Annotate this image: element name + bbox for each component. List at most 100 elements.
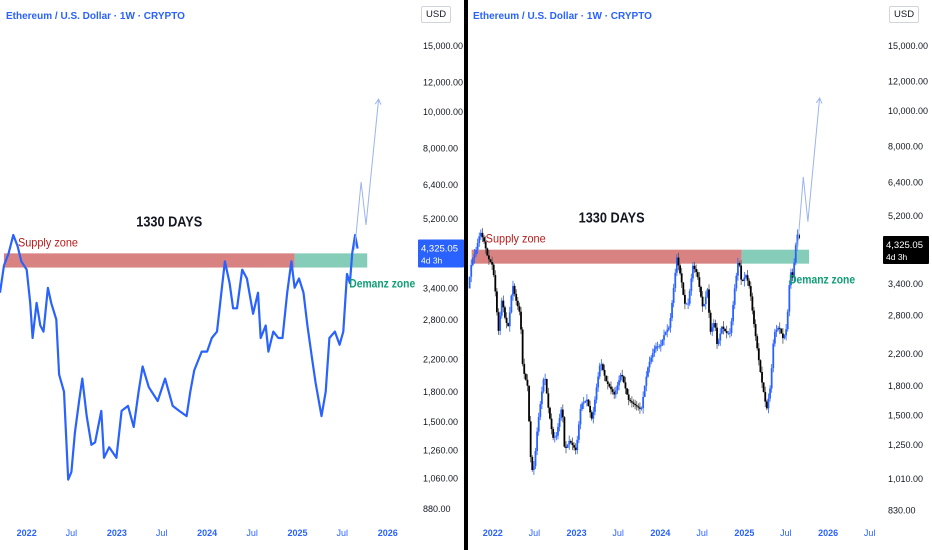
right-last-price-value: 4,325.05: [886, 240, 923, 251]
right-candle-body: [621, 375, 624, 377]
left-chart-panel[interactable]: 15,000.00 12,000.00 10,000.00 8,000.00 6,400…: [0, 0, 464, 550]
right-chart-title: Ethereum / U.S. Dollar · 1W · CRYPTO: [473, 11, 652, 22]
left-y-tick-label: 6,400.00: [423, 180, 458, 190]
right-candle-body: [704, 296, 707, 304]
right-candle-body: [679, 265, 681, 274]
right-candle-body: [651, 353, 654, 358]
right-candle-body: [515, 293, 518, 301]
right-candle-body: [761, 372, 763, 383]
right-candle-body: [684, 294, 686, 304]
left-y-tick-label: 5,200.00: [423, 214, 458, 224]
right-candle-body: [687, 303, 690, 305]
right-x-tick-label: 2025: [734, 528, 754, 538]
right-candle-body: [594, 399, 596, 412]
right-candle-body: [608, 383, 611, 387]
right-candle-body: [688, 291, 691, 304]
right-candle-body: [496, 291, 498, 313]
right-candle-body: [491, 262, 494, 265]
right-candle-body: [791, 272, 794, 278]
left-chart-svg[interactable]: 15,000.00 12,000.00 10,000.00 8,000.00 6,400…: [0, 0, 464, 550]
right-candle-body: [767, 398, 770, 409]
right-currency-button[interactable]: USD: [889, 6, 920, 23]
panel-divider[interactable]: [464, 0, 468, 550]
left-days-label: 1330 DAYS: [136, 213, 202, 230]
right-candle-body: [756, 336, 759, 349]
right-candle-body: [642, 396, 645, 409]
right-candle-body: [719, 333, 722, 341]
right-candle-body: [659, 344, 662, 347]
right-candle-body: [737, 262, 739, 276]
right-candle-body: [682, 282, 685, 295]
left-projection-arrowhead: [374, 98, 382, 105]
right-candle-body: [701, 296, 704, 307]
right-candle-body: [764, 392, 767, 402]
left-demand-zone: [294, 253, 368, 268]
right-candle-body: [732, 304, 735, 322]
right-x-tick-label: 2022: [483, 528, 503, 538]
right-x-tick-label: 2026: [818, 528, 838, 538]
right-candle-body: [794, 245, 797, 263]
right-candle-body: [790, 272, 792, 286]
left-x-tick-label: Jul: [66, 528, 78, 538]
left-demand-label: Demanz zone: [349, 277, 415, 291]
right-candle-body: [552, 429, 555, 438]
right-projection-arrowhead: [815, 97, 823, 104]
right-candle-body: [706, 289, 709, 297]
right-candle-body: [778, 327, 781, 329]
right-candle-body: [487, 255, 490, 260]
right-candle-body: [497, 312, 500, 331]
right-candle-body: [788, 285, 791, 312]
right-candle-body: [712, 323, 715, 328]
right-candle-body: [545, 379, 548, 394]
right-supply-label: Supply zone: [486, 232, 546, 246]
right-candle-body: [573, 445, 575, 448]
right-candle-body: [483, 237, 485, 242]
right-candle-body: [560, 409, 563, 419]
right-candle-body: [671, 303, 673, 319]
right-candle-body: [558, 418, 561, 427]
right-demand-label: Demanz zone: [789, 273, 855, 287]
right-candle-body: [627, 394, 630, 400]
right-chart-svg[interactable]: 15,000.00 12,000.00 10,000.00 8,000.00 6,400…: [468, 0, 932, 550]
left-currency-button[interactable]: USD: [421, 6, 452, 23]
right-candle-body: [526, 379, 529, 386]
right-candle-body: [475, 249, 477, 255]
right-y-tick-label: 15,000.00: [888, 41, 928, 51]
right-candle-body: [550, 418, 553, 430]
right-candle-body: [520, 311, 522, 330]
left-x-tick-label: 2023: [107, 528, 127, 538]
right-chart-panel[interactable]: 15,000.00 12,000.00 10,000.00 8,000.00 6,400…: [468, 0, 932, 550]
right-candle-body: [634, 403, 636, 406]
right-candle-body: [541, 391, 543, 405]
right-candle-body: [590, 412, 593, 419]
left-y-tick-label: 880.00: [423, 504, 451, 514]
right-candle-body: [751, 296, 754, 311]
right-candle-body: [507, 322, 510, 327]
right-candle-body: [693, 265, 696, 269]
right-candle-body: [481, 232, 484, 238]
right-candle-body: [738, 262, 741, 266]
right-candle-body: [537, 416, 540, 432]
left-y-tick-label: 12,000.00: [423, 77, 463, 87]
right-candle-body: [724, 328, 726, 332]
right-candle-body: [468, 276, 471, 289]
right-candle-body: [655, 346, 657, 349]
right-candle-body: [616, 385, 619, 391]
left-x-tick-label: Jul: [156, 528, 168, 538]
right-candle-body: [585, 399, 588, 402]
right-candle-body: [720, 326, 723, 334]
right-candle-body: [749, 286, 752, 297]
right-candle-body: [500, 300, 503, 316]
right-candle-body: [539, 404, 542, 417]
right-candle-body: [561, 409, 564, 418]
right-candle-body: [549, 407, 551, 419]
right-candle-body: [703, 303, 706, 307]
left-y-tick-label: 8,000.00: [423, 144, 458, 154]
right-candle-body: [504, 307, 506, 318]
right-candle-body: [722, 326, 725, 329]
right-candle-body: [759, 360, 762, 373]
right-candle-body: [690, 278, 693, 292]
right-candle-body: [602, 364, 604, 370]
right-candle-body: [566, 444, 569, 448]
right-y-tick-label: 5,200.00: [888, 211, 923, 221]
